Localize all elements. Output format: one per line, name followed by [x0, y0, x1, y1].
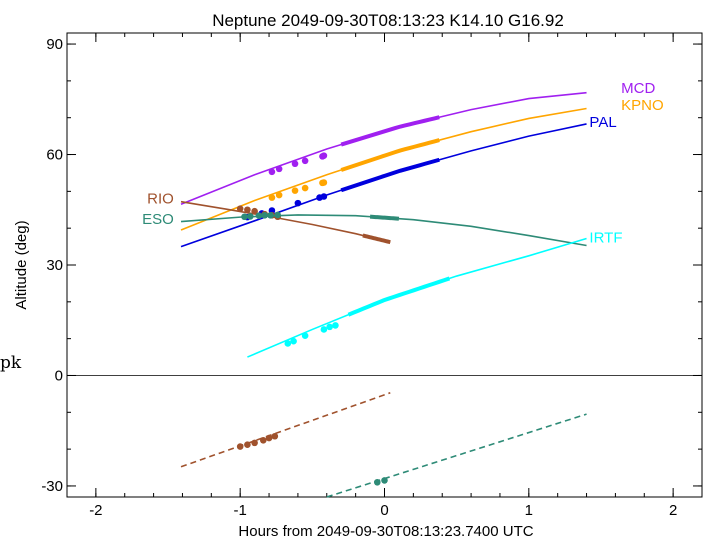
series-point-kpno	[320, 179, 328, 186]
dashed-point-rio	[236, 443, 244, 450]
series-label-kpno: KPNO	[621, 97, 664, 114]
series-point-irtf	[332, 322, 339, 329]
y-tick-label: -30	[41, 478, 63, 495]
series-thick-pal	[340, 157, 440, 193]
series-point-eso	[267, 211, 274, 219]
y-tick-label: 30	[46, 257, 63, 274]
series-point-kpno	[291, 187, 299, 194]
series-label-rio: RIO	[147, 191, 174, 208]
series-label-eso: ESO	[142, 211, 174, 228]
dashed-point-eso	[373, 478, 381, 486]
series-point-eso	[261, 211, 269, 219]
series-point-pal	[320, 193, 328, 200]
series-point-kpno	[275, 191, 283, 199]
dashed-point-rio	[271, 432, 279, 440]
series-point-irtf	[326, 323, 333, 331]
y-tick-label: 0	[55, 367, 63, 384]
series-point-rio	[251, 207, 258, 215]
series-line-mcd	[180, 91, 587, 205]
series-point-eso	[246, 213, 254, 220]
plot-frame	[66, 32, 703, 498]
x-tick-label: -2	[89, 502, 102, 519]
y-axis-label: Altitude (deg)	[13, 220, 30, 309]
series-thick-irtf	[347, 276, 451, 317]
y-tick-label: 90	[46, 36, 63, 53]
series-point-irtf	[320, 326, 328, 333]
series-point-mcd	[275, 165, 283, 173]
series-point-eso	[255, 212, 263, 219]
series-label-pal: PAL	[589, 114, 616, 131]
series-point-kpno	[268, 194, 276, 201]
series-point-rio	[244, 206, 251, 214]
series-line-irtf	[247, 237, 587, 358]
series-thick-kpno	[340, 138, 440, 172]
dashed-line-rio	[180, 392, 391, 468]
series-point-mcd	[268, 168, 276, 176]
dashed-point-rio	[244, 441, 251, 449]
series-point-irtf	[290, 337, 297, 345]
dashed-point-rio	[259, 436, 267, 444]
series-point-pal	[294, 199, 302, 207]
series-line-rio	[180, 200, 391, 243]
chart-title: Neptune 2049-09-30T08:13:23 K14.10 G16.9…	[212, 11, 564, 30]
dashed-line-eso	[326, 413, 587, 498]
series-point-eso	[274, 211, 282, 219]
x-tick-label: -1	[234, 502, 247, 519]
series-point-irtf	[284, 340, 292, 347]
series-thick-eso	[369, 214, 400, 221]
dashed-point-rio	[265, 434, 273, 442]
series-point-irtf	[301, 332, 309, 340]
series-line-pal	[180, 123, 587, 248]
series-label-mcd: MCD	[621, 80, 655, 97]
x-tick-label: 2	[669, 502, 677, 519]
x-axis-label: Hours from 2049-09-30T08:13:23.7400 UTC	[238, 523, 533, 540]
series-label-irtf: IRTF	[589, 229, 622, 246]
series-point-mcd	[291, 160, 299, 168]
series-point-mcd	[301, 157, 309, 165]
series-point-mcd	[320, 152, 328, 159]
dashed-point-rio	[251, 439, 258, 447]
y-tick-label: 60	[46, 147, 63, 164]
series-thick-mcd	[340, 115, 440, 147]
series-point-kpno	[301, 184, 309, 192]
dashed-point-eso	[381, 477, 388, 484]
series-point-rio	[236, 205, 244, 212]
stray-text: pk	[0, 353, 22, 373]
series-point-eso	[241, 213, 248, 221]
x-tick-label: 1	[525, 502, 533, 519]
series-thick-rio	[362, 233, 391, 245]
x-tick-label: 0	[380, 502, 388, 519]
